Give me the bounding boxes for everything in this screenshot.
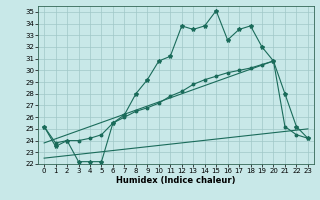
X-axis label: Humidex (Indice chaleur): Humidex (Indice chaleur)	[116, 176, 236, 185]
